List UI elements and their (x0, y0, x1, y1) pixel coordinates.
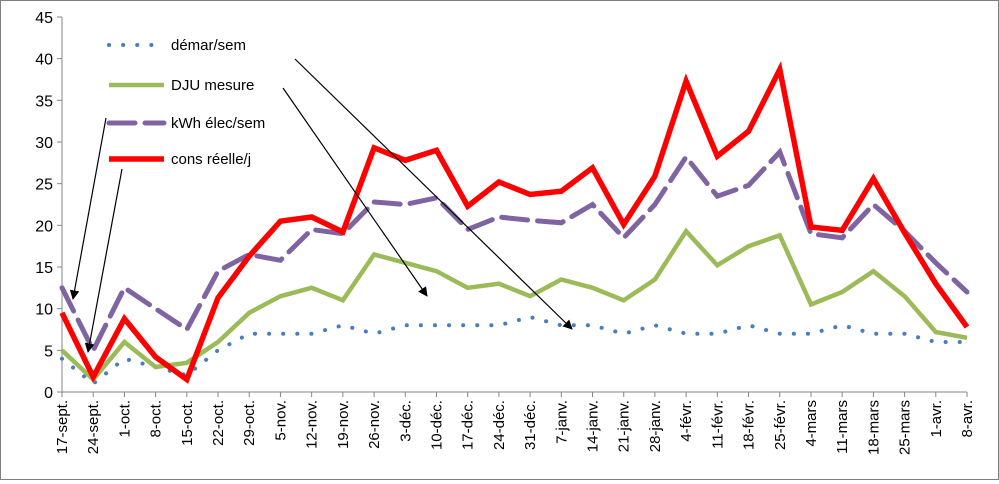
legend-label: DJU mesure (171, 77, 254, 94)
y-tick-label: 40 (35, 52, 53, 69)
y-tick-label: 35 (35, 93, 53, 110)
legend-entry: DJU mesure (109, 77, 254, 94)
x-tick-label: 25-févr. (772, 400, 789, 450)
y-tick-label: 0 (44, 385, 53, 402)
x-tick-label: 18-mars (865, 400, 882, 455)
legend-label: cons réelle/j (171, 151, 251, 168)
x-tick-label: 3-déc. (397, 400, 414, 442)
legend-label: démar/sem (171, 37, 246, 54)
x-tick-label: 1-avr. (928, 400, 945, 438)
y-tick-label: 5 (44, 343, 53, 360)
x-tick-label: 19-nov. (335, 400, 352, 449)
y-tick-label: 45 (35, 10, 53, 27)
x-tick-label: 28-janv. (647, 400, 664, 452)
x-tick-label: 15-oct. (179, 400, 196, 446)
x-tick-label: 22-oct. (210, 400, 227, 446)
x-tick-label: 4-févr. (678, 400, 695, 442)
series-layer (59, 61, 970, 387)
x-tick-label: 29-oct. (241, 400, 258, 446)
x-tick-label: 1-oct. (116, 400, 133, 438)
x-tick-label: 24-déc. (491, 400, 508, 450)
x-tick-label: 8-oct. (148, 400, 165, 438)
legend-entry: cons réelle/j (109, 151, 251, 168)
series-line (60, 227, 968, 383)
legend-entry: démar/sem (107, 37, 246, 54)
x-tick-label: 31-déc. (522, 400, 539, 450)
x-tick-label: 25-mars (897, 400, 914, 455)
series-cons-r-elle-j (59, 61, 970, 384)
x-tick-label: 21-janv. (616, 400, 633, 452)
x-tick-label: 18-févr. (741, 400, 758, 450)
annotation-arrow (84, 168, 123, 353)
annotation-arrow (294, 58, 573, 330)
y-tick-label: 25 (35, 177, 53, 194)
x-tick-label: 17-sept. (54, 400, 71, 454)
x-tick-label: 26-nov. (366, 400, 383, 449)
x-tick-label: 7-janv. (553, 400, 570, 444)
series-dju-mesure (60, 227, 968, 383)
y-tick-label: 30 (35, 135, 53, 152)
y-tick-label: 20 (35, 218, 53, 235)
legend: démar/sem DJU mesure kWh élec/sem cons réel… (106, 37, 265, 168)
x-tick-label: 17-déc. (460, 400, 477, 450)
x-tick-label: 5-nov. (272, 400, 289, 441)
x-tick-label: 14-janv. (585, 400, 602, 452)
legend-entry: kWh élec/sem (106, 115, 265, 132)
x-tick-label: 11-févr. (709, 400, 726, 449)
x-tick-label: 24-sept. (85, 400, 102, 454)
series-kwh-lec-sem (59, 147, 970, 356)
y-tick-label: 10 (35, 302, 53, 319)
annotation-arrow (282, 87, 428, 297)
x-tick-label: 10-déc. (428, 400, 445, 450)
series-line (59, 61, 970, 384)
axes: 0 5 10 15 20 25 30 35 40 45 17-sept. 24-sept. 1-oct.… (35, 10, 976, 455)
x-tick-label: 4-mars (803, 400, 820, 447)
x-tick-label: 11-mars (834, 400, 851, 454)
x-tick-label: 12-nov. (304, 400, 321, 449)
legend-label: kWh élec/sem (171, 115, 265, 132)
annotation-arrow (69, 117, 107, 300)
x-tick-label: 8-avr. (959, 400, 976, 438)
series-line (59, 147, 970, 356)
y-tick-label: 15 (35, 260, 53, 277)
annotation-arrows (69, 58, 573, 353)
